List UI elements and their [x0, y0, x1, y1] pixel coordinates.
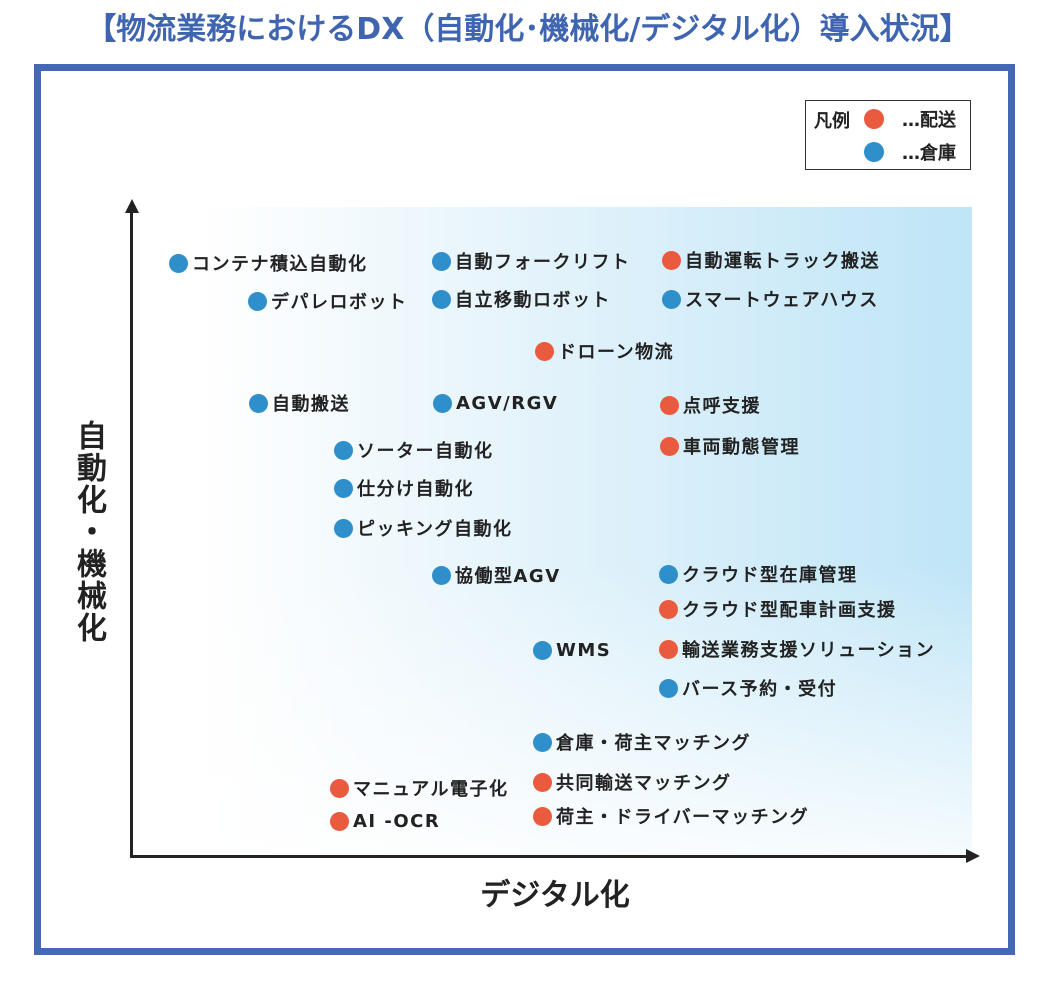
warehouse-dot-icon: [662, 289, 681, 309]
data-point-label: コンテナ積込自動化: [192, 254, 368, 275]
data-point: ピッキング自動化: [334, 515, 512, 541]
data-point-label: スマートウェアハウス: [685, 290, 879, 311]
data-point: 倉庫・荷主マッチング: [533, 729, 751, 755]
data-point: バース予約・受付: [659, 675, 837, 701]
y-axis-arrow-icon: [125, 199, 139, 213]
data-point: クラウド型在庫管理: [659, 561, 858, 587]
x-axis-label: デジタル化: [480, 878, 630, 913]
y-axis-line: [130, 210, 133, 858]
x-axis-line: [130, 855, 970, 858]
delivery-dot-icon: [660, 395, 679, 415]
plot-area-fade: [133, 207, 972, 856]
data-point-label: 協働型AGV: [455, 566, 561, 587]
data-point-label: ピッキング自動化: [357, 519, 513, 540]
data-point-label: クラウド型配車計画支援: [682, 600, 897, 621]
warehouse-dot-icon: [432, 565, 451, 585]
data-point-label: AGV/RGV: [456, 392, 559, 414]
data-point: ソーター自動化: [334, 437, 494, 463]
warehouse-dot-icon: [533, 640, 552, 660]
warehouse-dot-icon: [659, 564, 678, 584]
data-point-label: WMS: [556, 639, 612, 661]
delivery-dot-icon: [533, 772, 552, 792]
delivery-dot-icon: [660, 436, 679, 456]
data-point: 共同輸送マッチング: [533, 769, 732, 795]
delivery-dot-icon: [330, 811, 349, 831]
data-point: AGV/RGV: [433, 390, 558, 416]
data-point: AI -OCR: [330, 808, 440, 834]
warehouse-dot-icon: [249, 393, 268, 413]
warehouse-dot-icon: [334, 440, 353, 460]
warehouse-dot-icon: [169, 253, 188, 273]
data-point: WMS: [533, 637, 611, 663]
warehouse-dot-icon: [433, 393, 452, 413]
data-point-label: ソーター自動化: [357, 441, 494, 462]
warehouse-dot-icon: [432, 251, 451, 271]
data-point: 自動搬送: [249, 390, 350, 416]
delivery-dot-icon: [535, 341, 554, 361]
delivery-dot-icon: [659, 639, 678, 659]
data-point-label: 荷主・ドライバーマッチング: [556, 807, 810, 828]
data-point: ドローン物流: [535, 338, 674, 364]
data-point-label: 自動運転トラック搬送: [685, 251, 880, 272]
data-point: 協働型AGV: [432, 562, 561, 588]
legend-label: …倉庫: [902, 143, 956, 164]
data-point-label: 仕分け自動化: [357, 479, 474, 500]
warehouse-dot-icon: [533, 732, 552, 752]
data-point-label: 自動搬送: [272, 394, 350, 415]
legend-entry-warehouse: …倉庫: [864, 139, 956, 165]
data-point: 自動運転トラック搬送: [662, 247, 880, 273]
y-axis-label: 自動化・機械化: [71, 420, 106, 644]
delivery-dot-icon: [330, 778, 349, 798]
data-point-label: バース予約・受付: [682, 679, 838, 700]
data-point-label: AI -OCR: [353, 810, 441, 832]
data-point-label: 車両動態管理: [683, 437, 800, 458]
data-point-label: 倉庫・荷主マッチング: [556, 733, 751, 754]
data-point: スマートウェアハウス: [662, 286, 879, 312]
warehouse-dot-icon: [248, 291, 267, 311]
data-point-label: 自動フォークリフト: [455, 252, 631, 273]
data-point: 輸送業務支援ソリューション: [659, 636, 935, 662]
data-point-label: ドローン物流: [558, 342, 675, 363]
legend-entry-delivery: …配送: [864, 106, 956, 132]
chart-title: 【物流業務におけるDX（自動化･機械化/デジタル化）導入状況】: [86, 12, 970, 47]
data-point: コンテナ積込自動化: [169, 250, 368, 276]
data-point: 車両動態管理: [660, 433, 800, 459]
data-point: マニュアル電子化: [330, 775, 508, 801]
data-point-label: 自立移動ロボット: [455, 290, 611, 311]
legend-title: 凡例: [814, 111, 850, 132]
delivery-dot-icon: [533, 806, 552, 826]
data-point: 荷主・ドライバーマッチング: [533, 803, 809, 829]
warehouse-dot-icon: [334, 478, 353, 498]
delivery-dot-icon: [662, 250, 681, 270]
delivery-dot-icon: [864, 109, 884, 129]
delivery-dot-icon: [659, 599, 678, 619]
warehouse-dot-icon: [864, 142, 884, 162]
data-point: 点呼支援: [660, 392, 761, 418]
warehouse-dot-icon: [334, 518, 353, 538]
data-point: 自動フォークリフト: [432, 248, 631, 274]
x-axis-arrow-icon: [966, 849, 980, 863]
data-point: 自立移動ロボット: [432, 286, 611, 312]
data-point-label: マニュアル電子化: [353, 779, 509, 800]
data-point: 仕分け自動化: [334, 475, 474, 501]
data-point-label: デパレロボット: [271, 292, 408, 313]
data-point: クラウド型配車計画支援: [659, 596, 897, 622]
legend-label: …配送: [902, 110, 956, 131]
warehouse-dot-icon: [432, 289, 451, 309]
warehouse-dot-icon: [659, 678, 678, 698]
data-point-label: 輸送業務支援ソリューション: [682, 640, 936, 661]
legend: 凡例 …配送 …倉庫: [805, 100, 971, 170]
data-point-label: 共同輸送マッチング: [556, 773, 732, 794]
data-point-label: クラウド型在庫管理: [682, 565, 858, 586]
data-point-label: 点呼支援: [683, 396, 761, 417]
data-point: デパレロボット: [248, 288, 408, 314]
